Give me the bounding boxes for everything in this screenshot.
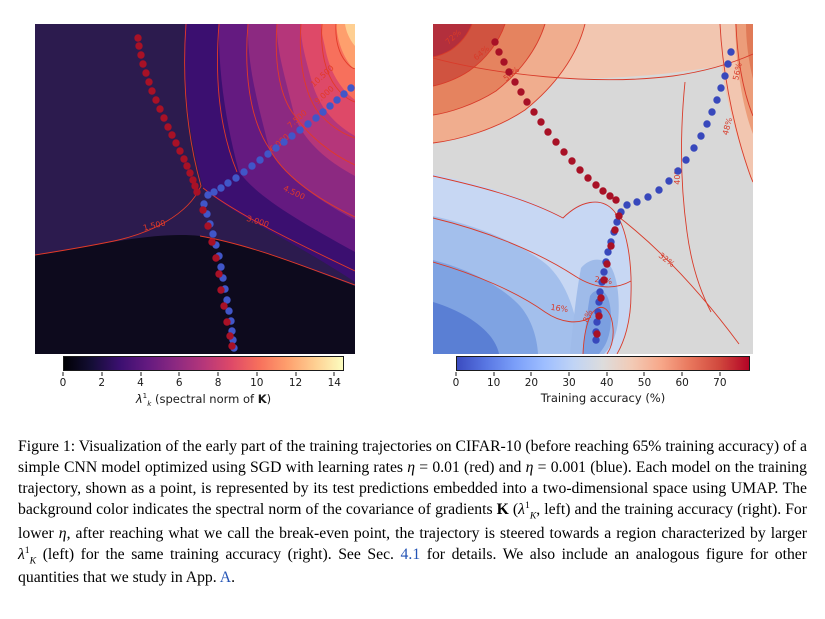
colorbar-tickmark: [333, 372, 335, 376]
svg-text:8%: 8%: [581, 308, 594, 323]
text-segment: η: [407, 459, 416, 477]
colorbar-tickmark: [256, 372, 258, 376]
svg-text:56%: 56%: [731, 61, 744, 81]
colorbar-tick-label: 10: [487, 377, 501, 389]
colorbar-tickmark: [568, 372, 570, 376]
text-segment: , left) and the training accuracy (right…: [18, 501, 807, 542]
text-segment: K: [29, 555, 37, 567]
text-segment: 1: [24, 544, 30, 556]
colorbar-tickmark: [530, 372, 532, 376]
text-segment: = 0.001 (blue). Each model on the traini…: [18, 459, 807, 519]
colorbar-tick-label: 70: [713, 377, 727, 389]
svg-text:16%: 16%: [550, 303, 569, 314]
text-segment: K: [496, 501, 509, 519]
text-segment: Training accuracy (%): [540, 391, 666, 405]
colorbar-tick-label: 0: [59, 377, 67, 389]
text-segment: 1: [142, 391, 148, 400]
right-contour-plot: 72%64%56%48%56%40%32%24%16%8%: [433, 24, 753, 354]
text-segment: k: [147, 399, 152, 409]
contour-lines: [35, 24, 355, 286]
colorbar-tick-label: 14: [327, 377, 341, 389]
colorbar-tickmark: [178, 372, 180, 376]
colorbar-tickmark: [493, 372, 495, 376]
colorbar-tickmark: [606, 372, 608, 376]
colorbar-tick-label: 8: [214, 377, 222, 389]
colorbar-tick-label: 0: [452, 377, 460, 389]
ref-link[interactable]: 4.1: [400, 546, 421, 564]
text-segment: 1: [524, 500, 530, 512]
text-segment: λ: [518, 501, 525, 519]
colorbar-tickmark: [455, 372, 457, 376]
text-segment: λ: [135, 391, 143, 406]
text-segment: (spectral norm of: [151, 391, 258, 406]
colorbar-tickmark: [140, 372, 142, 376]
training-accuracy-colorbar-ticks: 0 10 20 30 40 50 60 70: [452, 372, 750, 392]
training-accuracy-colorbar: [456, 356, 750, 371]
text-segment: η: [58, 524, 67, 542]
colorbar-tick-label: 10: [250, 377, 264, 389]
background-regions: [433, 24, 753, 354]
colorbar-tick-label: 50: [637, 377, 652, 389]
figure-caption: Figure 1: Visualization of the early par…: [18, 436, 807, 588]
trajectory-eta-0.01-red: [134, 34, 236, 350]
left-contour-plot: 1.500 3.000 4.500 6.000 7.500 9.000 10.500: [35, 24, 355, 354]
colorbar-tickmark: [719, 372, 721, 376]
ref-link[interactable]: A: [219, 569, 232, 587]
right-contour-plot-svg: 72%64%56%48%56%40%32%24%16%8%: [433, 24, 753, 354]
contour-lines: [433, 24, 753, 354]
training-accuracy-colorbar-label: Training accuracy (%): [456, 391, 750, 405]
text-segment: Figure 1: Visualization of the early par…: [18, 438, 807, 477]
colorbar-tick-label: 4: [137, 377, 144, 389]
colorbar-tick-label: 20: [524, 377, 539, 389]
text-segment: η: [525, 459, 534, 477]
colorbar-tickmark: [217, 372, 219, 376]
spectral-norm-colorbar-ticks: 0 2 4 6 8 10 12 14: [59, 372, 344, 392]
text-segment: K: [529, 510, 537, 522]
colorbar-tick-label: 6: [175, 377, 183, 389]
text-segment: (left) for the same training accuracy (r…: [36, 546, 401, 564]
spectral-norm-colorbar-label: λ1k (spectral norm of K): [63, 391, 344, 408]
colorbar-tick-label: 60: [675, 377, 689, 389]
spectral-norm-colorbar: [63, 356, 344, 371]
text-segment: for details. We also include an analogou…: [18, 546, 807, 587]
colorbar-tick-label: 40: [600, 377, 614, 389]
text-segment: , after reaching what we call the break-…: [66, 524, 808, 542]
text-segment: = 0.01 (red) and: [415, 459, 526, 477]
colorbar-tick-label: 2: [98, 377, 106, 389]
text-segment: λ: [18, 546, 25, 564]
colorbar-tickmark: [643, 372, 645, 376]
colorbar-tickmark: [681, 372, 683, 376]
text-segment: ): [266, 391, 272, 406]
colorbar-tickmark: [101, 372, 103, 376]
colorbar-tick-label: 12: [288, 377, 303, 389]
colorbar-tick-label: 30: [562, 377, 576, 389]
text-segment: K: [257, 391, 267, 406]
colorbar-tickmark: [62, 372, 64, 376]
text-segment: .: [231, 569, 236, 587]
colorbar-tickmark: [295, 372, 297, 376]
trajectory-eta-0.001-blue: [200, 84, 355, 352]
trajectory-eta-0.01-red: [491, 38, 623, 338]
text-segment: (: [508, 501, 519, 519]
svg-text:40%: 40%: [673, 166, 683, 184]
